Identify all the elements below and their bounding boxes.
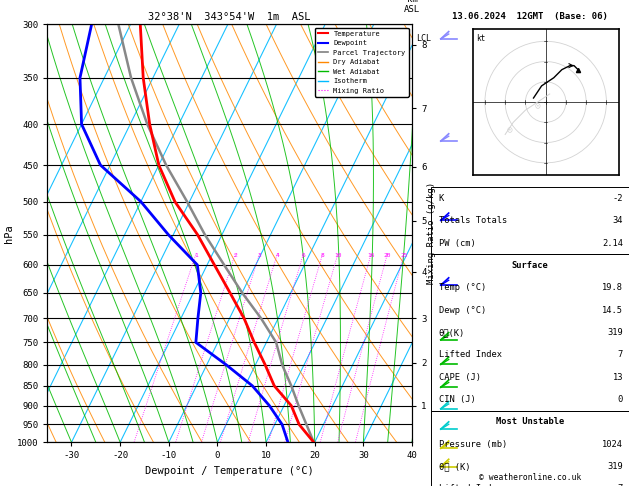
Text: 8: 8	[321, 253, 325, 258]
Text: ⊙: ⊙	[506, 125, 512, 136]
Legend: Temperature, Dewpoint, Parcel Trajectory, Dry Adiabat, Wet Adiabat, Isotherm, Mi: Temperature, Dewpoint, Parcel Trajectory…	[314, 28, 408, 97]
Text: 4: 4	[276, 253, 279, 258]
Text: Lifted Index: Lifted Index	[439, 350, 502, 359]
Title: 32°38'N  343°54'W  1m  ASL: 32°38'N 343°54'W 1m ASL	[148, 12, 311, 22]
Text: PW (cm): PW (cm)	[439, 239, 476, 247]
Text: K: K	[439, 194, 444, 203]
Text: Pressure (mb): Pressure (mb)	[439, 440, 507, 449]
Text: 7: 7	[618, 350, 623, 359]
Text: 6: 6	[302, 253, 306, 258]
Text: Mixing Ratio (g/kg): Mixing Ratio (g/kg)	[426, 182, 436, 284]
Text: Surface: Surface	[511, 261, 548, 270]
Text: 319: 319	[608, 462, 623, 471]
Text: 7: 7	[618, 485, 623, 486]
Bar	[431, 411, 629, 486]
Text: 319: 319	[608, 328, 623, 337]
Text: 16: 16	[367, 253, 375, 258]
Text: 2.14: 2.14	[602, 239, 623, 247]
Text: 3: 3	[258, 253, 262, 258]
Text: Most Unstable: Most Unstable	[496, 417, 564, 426]
Text: 13: 13	[613, 373, 623, 382]
Bar	[431, 254, 629, 411]
Text: km
ASL: km ASL	[404, 0, 420, 14]
Bar	[431, 187, 629, 254]
Y-axis label: hPa: hPa	[4, 224, 14, 243]
Text: 13.06.2024  12GMT  (Base: 06): 13.06.2024 12GMT (Base: 06)	[452, 12, 608, 21]
Text: LCL: LCL	[416, 34, 431, 43]
Text: 10: 10	[334, 253, 342, 258]
Text: 2: 2	[233, 253, 237, 258]
Text: 34: 34	[613, 216, 623, 225]
Text: θᴇ (K): θᴇ (K)	[439, 462, 470, 471]
Text: 1: 1	[194, 253, 198, 258]
Text: CAPE (J): CAPE (J)	[439, 373, 481, 382]
Text: 0: 0	[618, 395, 623, 404]
Text: 19.8: 19.8	[602, 283, 623, 292]
Text: Lifted Index: Lifted Index	[439, 485, 502, 486]
Text: 1024: 1024	[602, 440, 623, 449]
X-axis label: Dewpoint / Temperature (°C): Dewpoint / Temperature (°C)	[145, 466, 314, 476]
Text: 25: 25	[401, 253, 408, 258]
Text: Totals Totals: Totals Totals	[439, 216, 507, 225]
Text: CIN (J): CIN (J)	[439, 395, 476, 404]
Text: -2: -2	[613, 194, 623, 203]
Text: 20: 20	[384, 253, 391, 258]
Text: θᴇ(K): θᴇ(K)	[439, 328, 465, 337]
Text: ⊙: ⊙	[535, 101, 540, 111]
Text: Dewp (°C): Dewp (°C)	[439, 306, 486, 314]
Text: Temp (°C): Temp (°C)	[439, 283, 486, 292]
Text: kt: kt	[476, 34, 485, 43]
Text: © weatheronline.co.uk: © weatheronline.co.uk	[479, 473, 581, 482]
Text: 14.5: 14.5	[602, 306, 623, 314]
